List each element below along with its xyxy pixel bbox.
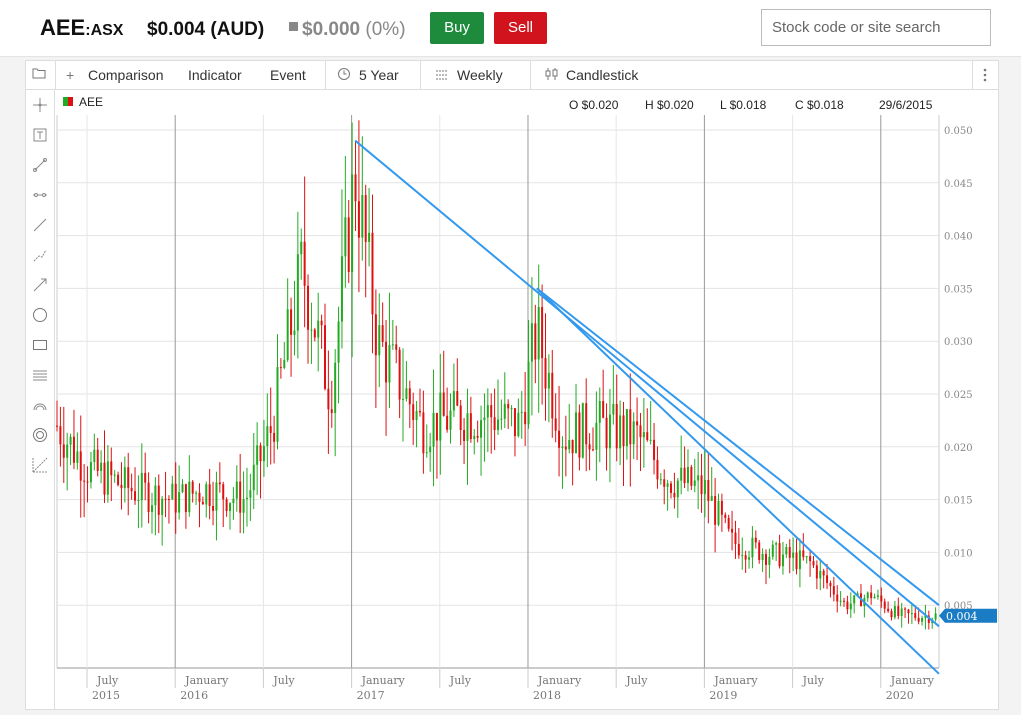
indicator-button[interactable]: Indicator — [188, 67, 242, 83]
buy-button[interactable]: Buy — [430, 12, 484, 44]
arc-icon[interactable] — [32, 397, 48, 413]
polyline-icon[interactable] — [32, 247, 48, 263]
more-options-icon[interactable] — [982, 67, 988, 86]
horizontal-line-icon[interactable] — [32, 187, 48, 203]
event-button[interactable]: Event — [270, 67, 306, 83]
ticker-symbol: AEE — [40, 15, 86, 40]
arrow-line-icon[interactable] — [32, 277, 48, 293]
range-selector[interactable]: 5 Year — [359, 67, 399, 83]
line-segment-icon[interactable] — [32, 157, 48, 173]
text-icon[interactable] — [32, 127, 48, 143]
current-price: $0.004 (AUD) — [147, 19, 265, 40]
rectangle-icon[interactable] — [32, 337, 48, 353]
neutral-square-icon — [289, 22, 298, 31]
change-percent: (0%) — [365, 19, 406, 40]
crosshair-icon[interactable] — [32, 97, 48, 113]
plus-icon[interactable]: + — [66, 67, 75, 83]
drawing-tools-sidebar — [25, 90, 55, 710]
interval-selector[interactable]: Weekly — [457, 67, 503, 83]
top-bar: AEE:ASX $0.004 (AUD) $0.000 (0%) Buy Sel… — [0, 0, 1021, 57]
search-input[interactable] — [761, 9, 991, 46]
circle-icon[interactable] — [32, 307, 48, 323]
exchange-code: :ASX — [85, 22, 124, 39]
chart-toolbar: + Comparison Indicator Event 5 Year Week… — [25, 60, 999, 90]
folder-icon[interactable] — [32, 66, 46, 83]
sell-button[interactable]: Sell — [494, 12, 547, 44]
interval-icon[interactable] — [435, 68, 449, 84]
ticker-title: AEE:ASX — [40, 15, 123, 41]
comparison-button[interactable]: Comparison — [88, 67, 164, 83]
change-value: $0.000 — [302, 19, 361, 40]
fibonacci-icon[interactable] — [32, 457, 48, 473]
chart-panel — [25, 60, 999, 710]
candlestick-icon[interactable] — [544, 67, 560, 84]
parallel-lines-icon[interactable] — [32, 367, 48, 383]
chart-type-selector[interactable]: Candlestick — [566, 67, 639, 83]
clock-icon[interactable] — [337, 67, 351, 84]
concentric-circle-icon[interactable] — [32, 427, 48, 443]
price-change: $0.000 (0%) — [289, 19, 406, 41]
trend-line-icon[interactable] — [32, 217, 48, 233]
